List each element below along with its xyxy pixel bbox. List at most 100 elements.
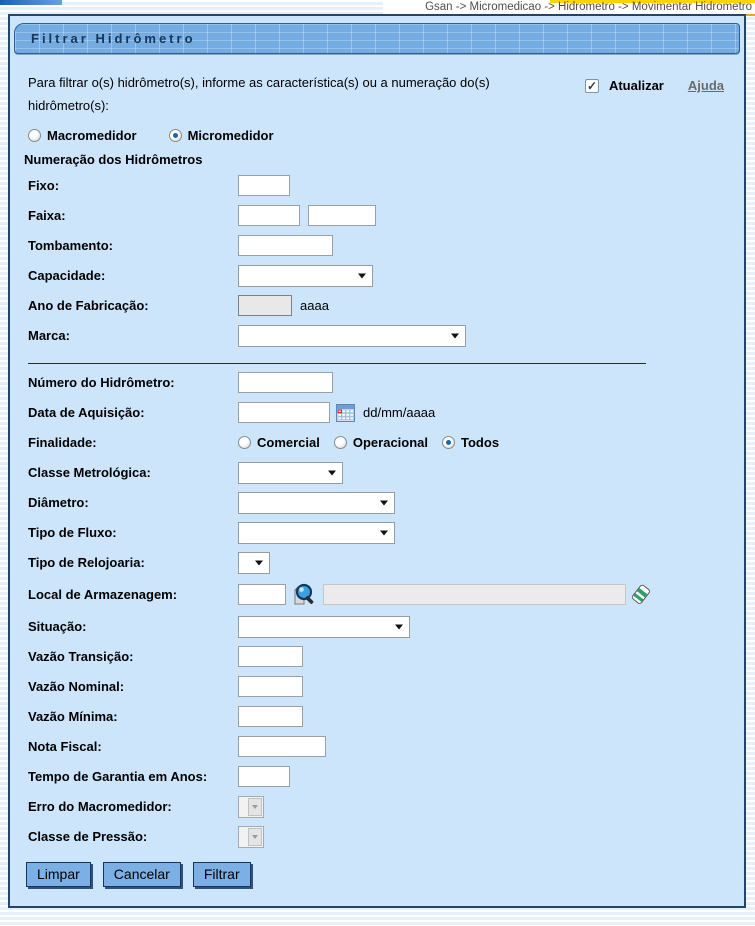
filtrar-button[interactable]: Filtrar (192, 861, 251, 887)
local-armazenagem-label: Local de Armazenagem: (28, 587, 178, 602)
local-armazenagem-description (323, 584, 626, 605)
numero-hidrometro-row: Número do Hidrômetro: (20, 372, 734, 394)
atualizar-checkbox[interactable]: ✓ (584, 78, 599, 93)
finalidade-radio-group: Comercial Operacional Todos (238, 435, 513, 450)
atualizar-label: Atualizar (608, 78, 664, 93)
vazao-transicao-row: Vazão Transição: (20, 646, 734, 668)
finalidade-row: Finalidade: Comercial Operacional Todos (20, 432, 734, 454)
tipo-relojoaria-row: Tipo de Relojoaria: (20, 551, 734, 574)
data-aquisicao-hint: dd/mm/aaaa (363, 405, 436, 420)
faixa-end-input[interactable] (308, 205, 376, 226)
chevron-down-icon (358, 273, 366, 278)
data-aquisicao-label: Data de Aquisição: (28, 405, 145, 420)
erro-macromedidor-label: Erro do Macromedidor: (28, 799, 172, 814)
local-armazenagem-code-input[interactable] (238, 584, 286, 605)
finalidade-todos-radio[interactable] (442, 436, 456, 449)
data-aquisicao-row: Data de Aquisição: dd/mm/aaaa (20, 402, 734, 424)
nota-fiscal-label: Nota Fiscal: (28, 739, 102, 754)
ano-fabricacao-input (238, 295, 292, 316)
limpar-button[interactable]: Limpar (26, 861, 91, 887)
finalidade-comercial-radio[interactable] (238, 436, 251, 449)
marca-row: Marca: (20, 324, 734, 347)
chevron-down-icon (328, 470, 336, 475)
marca-select[interactable] (238, 324, 466, 347)
classe-metrologica-row: Classe Metrológica: (20, 461, 734, 484)
capacidade-label: Capacidade: (28, 268, 106, 283)
tombamento-label: Tombamento: (28, 238, 113, 253)
classe-metrologica-label: Classe Metrológica: (28, 465, 151, 480)
eraser-icon[interactable] (631, 584, 651, 606)
chevron-down-icon (248, 797, 262, 816)
nota-fiscal-input[interactable] (238, 736, 326, 757)
situacao-label: Situação: (28, 619, 87, 634)
vazao-transicao-label: Vazão Transição: (28, 649, 134, 664)
vazao-nominal-input[interactable] (238, 676, 303, 697)
erro-macromedidor-row: Erro do Macromedidor: (20, 795, 734, 818)
diametro-label: Diâmetro: (28, 495, 89, 510)
meter-type-radio-group: Macromedidor Micromedidor (28, 128, 734, 143)
data-aquisicao-input[interactable] (238, 402, 330, 423)
cancelar-button[interactable]: Cancelar (102, 861, 181, 887)
chevron-down-icon (255, 560, 263, 565)
micromedidor-label: Micromedidor (187, 127, 274, 143)
ajuda-link[interactable]: Ajuda (687, 78, 724, 93)
vazao-transicao-input[interactable] (238, 646, 303, 667)
faixa-row: Faixa: (20, 205, 734, 227)
micromedidor-radio[interactable] (168, 128, 182, 142)
finalidade-operacional-radio[interactable] (333, 436, 347, 449)
instruction-text: Para filtrar o(s) hidrômetro(s), informe… (28, 75, 490, 113)
situacao-select[interactable] (238, 615, 410, 638)
macromedidor-radio[interactable] (28, 128, 41, 142)
faixa-label: Faixa: (28, 208, 66, 223)
diametro-row: Diâmetro: (20, 491, 734, 514)
tempo-garantia-label: Tempo de Garantia em Anos: (28, 769, 208, 784)
vazao-minima-row: Vazão Mínima: (20, 706, 734, 728)
ano-fabricacao-hint: aaaa (300, 298, 329, 313)
fixo-input[interactable] (238, 175, 290, 196)
finalidade-operacional-label: Operacional (352, 435, 429, 450)
vazao-nominal-row: Vazão Nominal: (20, 676, 734, 698)
numbering-section-title: Numeração dos Hidrômetros (24, 151, 203, 167)
fixo-label: Fixo: (28, 178, 60, 193)
search-icon[interactable] (291, 582, 317, 608)
tipo-relojoaria-select[interactable] (238, 551, 270, 574)
vazao-minima-label: Vazão Mínima: (28, 709, 118, 724)
classe-pressao-label: Classe de Pressão: (28, 829, 148, 844)
tombamento-input[interactable] (238, 235, 333, 256)
finalidade-label: Finalidade: (28, 435, 97, 450)
tipo-fluxo-label: Tipo de Fluxo: (28, 525, 117, 540)
situacao-row: Situação: (20, 615, 734, 638)
faixa-start-input[interactable] (238, 205, 300, 226)
tipo-relojoaria-label: Tipo de Relojoaria: (28, 555, 145, 570)
chevron-down-icon (395, 624, 403, 629)
macromedidor-label: Macromedidor (47, 127, 137, 143)
vazao-nominal-label: Vazão Nominal: (28, 679, 125, 694)
finalidade-todos-label: Todos (461, 435, 500, 450)
calendar-icon[interactable] (336, 403, 355, 422)
breadcrumb[interactable]: Gsan -> Micromedicao -> Hidrometro -> Mo… (425, 1, 752, 13)
classe-pressao-select (238, 825, 264, 848)
diametro-select[interactable] (238, 491, 395, 514)
chevron-down-icon (248, 827, 262, 846)
finalidade-comercial-label: Comercial (257, 435, 320, 450)
numero-hidrometro-input[interactable] (238, 372, 333, 393)
fixo-row: Fixo: (20, 175, 734, 197)
panel-titlebar: Filtrar Hidrômetro (14, 23, 740, 54)
tempo-garantia-input[interactable] (238, 766, 290, 787)
filter-hydrometer-panel: Filtrar Hidrômetro Para filtrar o(s) hid… (8, 14, 746, 908)
chevron-down-icon (380, 530, 388, 535)
page-title: Filtrar Hidrômetro (31, 31, 196, 46)
chevron-down-icon (380, 500, 388, 505)
capacidade-select[interactable] (238, 264, 373, 287)
vazao-minima-input[interactable] (238, 706, 303, 727)
erro-macromedidor-select (238, 795, 264, 818)
classe-metrologica-select[interactable] (238, 461, 343, 484)
chevron-down-icon (451, 333, 459, 338)
ano-fabricacao-row: Ano de Fabricação: aaaa (20, 295, 734, 317)
numero-hidrometro-label: Número do Hidrômetro: (28, 375, 175, 390)
capacidade-row: Capacidade: (20, 264, 734, 287)
tipo-fluxo-select[interactable] (238, 521, 395, 544)
classe-pressao-row: Classe de Pressão: (20, 825, 734, 848)
tombamento-row: Tombamento: (20, 235, 734, 257)
tipo-fluxo-row: Tipo de Fluxo: (20, 521, 734, 544)
